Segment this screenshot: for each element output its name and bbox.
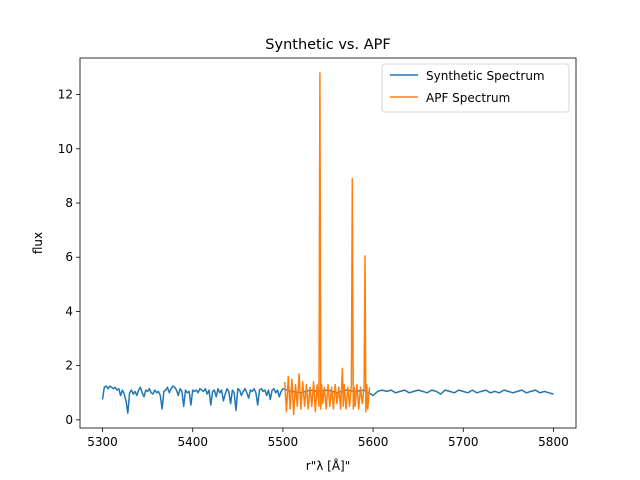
- x-axis-ticks: 5300 5400 5500 5600 5700 5800: [87, 428, 569, 449]
- x-tick-label: 5500: [268, 435, 299, 449]
- chart-title: Synthetic vs. APF: [265, 37, 390, 53]
- y-tick-label: 0: [65, 413, 73, 427]
- x-tick-label: 5700: [448, 435, 479, 449]
- y-axis-label: flux: [31, 232, 45, 254]
- legend-label-synthetic: Synthetic Spectrum: [426, 69, 545, 83]
- legend-box: [381, 63, 570, 113]
- y-tick-label: 10: [58, 142, 73, 156]
- axes-frame: [79, 57, 577, 429]
- legend-label-apf: APF Spectrum: [426, 91, 510, 105]
- series-line-synthetic: [101, 385, 554, 414]
- y-tick-label: 2: [65, 359, 73, 373]
- x-tick-label: 5400: [177, 435, 208, 449]
- y-axis-ticks: 0 2 4 6 8 10 12: [58, 88, 80, 427]
- legend: Synthetic Spectrum APF Spectrum: [381, 63, 570, 113]
- y-tick-label: 6: [65, 250, 73, 264]
- x-tick-label: 5600: [358, 435, 389, 449]
- x-axis-label: r"λ [Å]": [306, 458, 350, 473]
- y-tick-label: 4: [65, 304, 73, 318]
- x-tick-label: 5300: [87, 435, 118, 449]
- y-tick-label: 8: [65, 196, 73, 210]
- x-tick-label: 5800: [538, 435, 569, 449]
- series-line-apf: [283, 72, 371, 416]
- plot-series: [101, 72, 554, 416]
- y-tick-label: 12: [58, 88, 73, 102]
